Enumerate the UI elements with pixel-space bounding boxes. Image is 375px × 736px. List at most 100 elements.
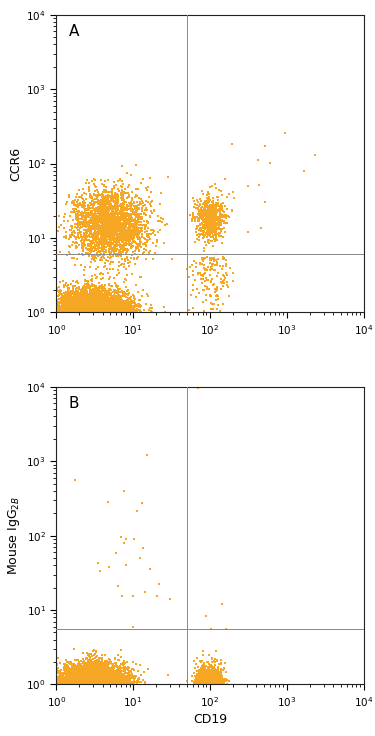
Point: [110, 200, 116, 212]
Point: [88, 305, 94, 316]
Point: [54, 677, 60, 689]
Point: [111, 221, 117, 233]
Point: [92, 665, 98, 676]
Point: [134, 221, 140, 233]
Point: [116, 219, 122, 230]
Point: [53, 674, 59, 686]
Point: [75, 674, 81, 686]
Point: [195, 678, 201, 690]
Point: [75, 676, 81, 688]
Point: [84, 208, 90, 219]
Point: [139, 195, 145, 207]
Point: [82, 665, 88, 676]
Point: [122, 671, 128, 683]
Point: [107, 299, 113, 311]
Point: [116, 230, 122, 242]
Point: [88, 291, 94, 302]
Point: [91, 668, 97, 680]
Point: [129, 305, 135, 316]
Point: [84, 297, 90, 308]
Point: [103, 668, 109, 680]
Point: [71, 306, 77, 318]
Point: [83, 670, 89, 682]
Point: [63, 300, 69, 312]
Point: [70, 671, 76, 683]
Point: [87, 677, 93, 689]
Point: [100, 674, 106, 686]
Point: [79, 305, 85, 317]
Point: [103, 303, 109, 315]
Point: [100, 300, 106, 312]
Point: [92, 672, 98, 684]
Point: [77, 296, 83, 308]
Point: [92, 669, 98, 681]
Point: [75, 672, 81, 684]
Point: [106, 217, 112, 229]
Point: [62, 672, 68, 684]
Point: [99, 301, 105, 313]
Point: [111, 301, 117, 313]
Point: [105, 205, 111, 217]
Point: [82, 294, 88, 305]
Point: [90, 232, 96, 244]
Point: [88, 286, 94, 298]
Point: [114, 678, 120, 690]
Point: [93, 677, 99, 689]
Point: [158, 212, 164, 224]
Point: [108, 299, 114, 311]
Point: [102, 676, 108, 687]
Point: [100, 244, 106, 255]
Point: [95, 210, 101, 222]
Point: [82, 275, 88, 286]
Point: [218, 230, 224, 241]
Point: [213, 294, 219, 306]
Point: [85, 676, 91, 688]
Point: [84, 674, 90, 686]
Point: [92, 228, 98, 240]
Point: [72, 238, 78, 250]
Point: [94, 303, 100, 315]
Point: [118, 304, 124, 316]
Point: [65, 305, 71, 317]
Point: [86, 675, 92, 687]
Point: [88, 670, 94, 682]
Point: [105, 293, 111, 305]
Point: [100, 676, 106, 687]
Point: [79, 675, 85, 687]
Point: [56, 291, 62, 302]
Point: [109, 673, 115, 684]
Point: [215, 199, 221, 211]
Point: [90, 670, 96, 682]
Point: [210, 224, 216, 236]
Point: [79, 675, 85, 687]
Point: [107, 234, 113, 246]
Point: [80, 678, 86, 690]
Point: [84, 679, 90, 690]
Point: [111, 304, 117, 316]
Point: [73, 288, 79, 300]
Point: [74, 205, 80, 216]
Point: [85, 672, 91, 684]
Point: [82, 275, 88, 287]
Point: [53, 676, 59, 688]
Point: [81, 239, 87, 251]
Point: [90, 667, 96, 679]
Point: [112, 216, 118, 228]
Point: [98, 673, 104, 684]
Point: [110, 676, 116, 687]
Point: [82, 210, 88, 222]
Point: [104, 230, 110, 241]
Point: [87, 305, 93, 316]
Point: [212, 200, 218, 212]
Point: [53, 302, 59, 314]
Point: [113, 659, 119, 671]
Point: [102, 208, 108, 219]
Point: [86, 300, 92, 311]
Point: [96, 306, 102, 318]
Point: [219, 189, 225, 201]
Point: [86, 210, 92, 222]
Point: [208, 215, 214, 227]
Point: [136, 271, 142, 283]
Point: [217, 676, 223, 688]
Point: [80, 286, 86, 298]
